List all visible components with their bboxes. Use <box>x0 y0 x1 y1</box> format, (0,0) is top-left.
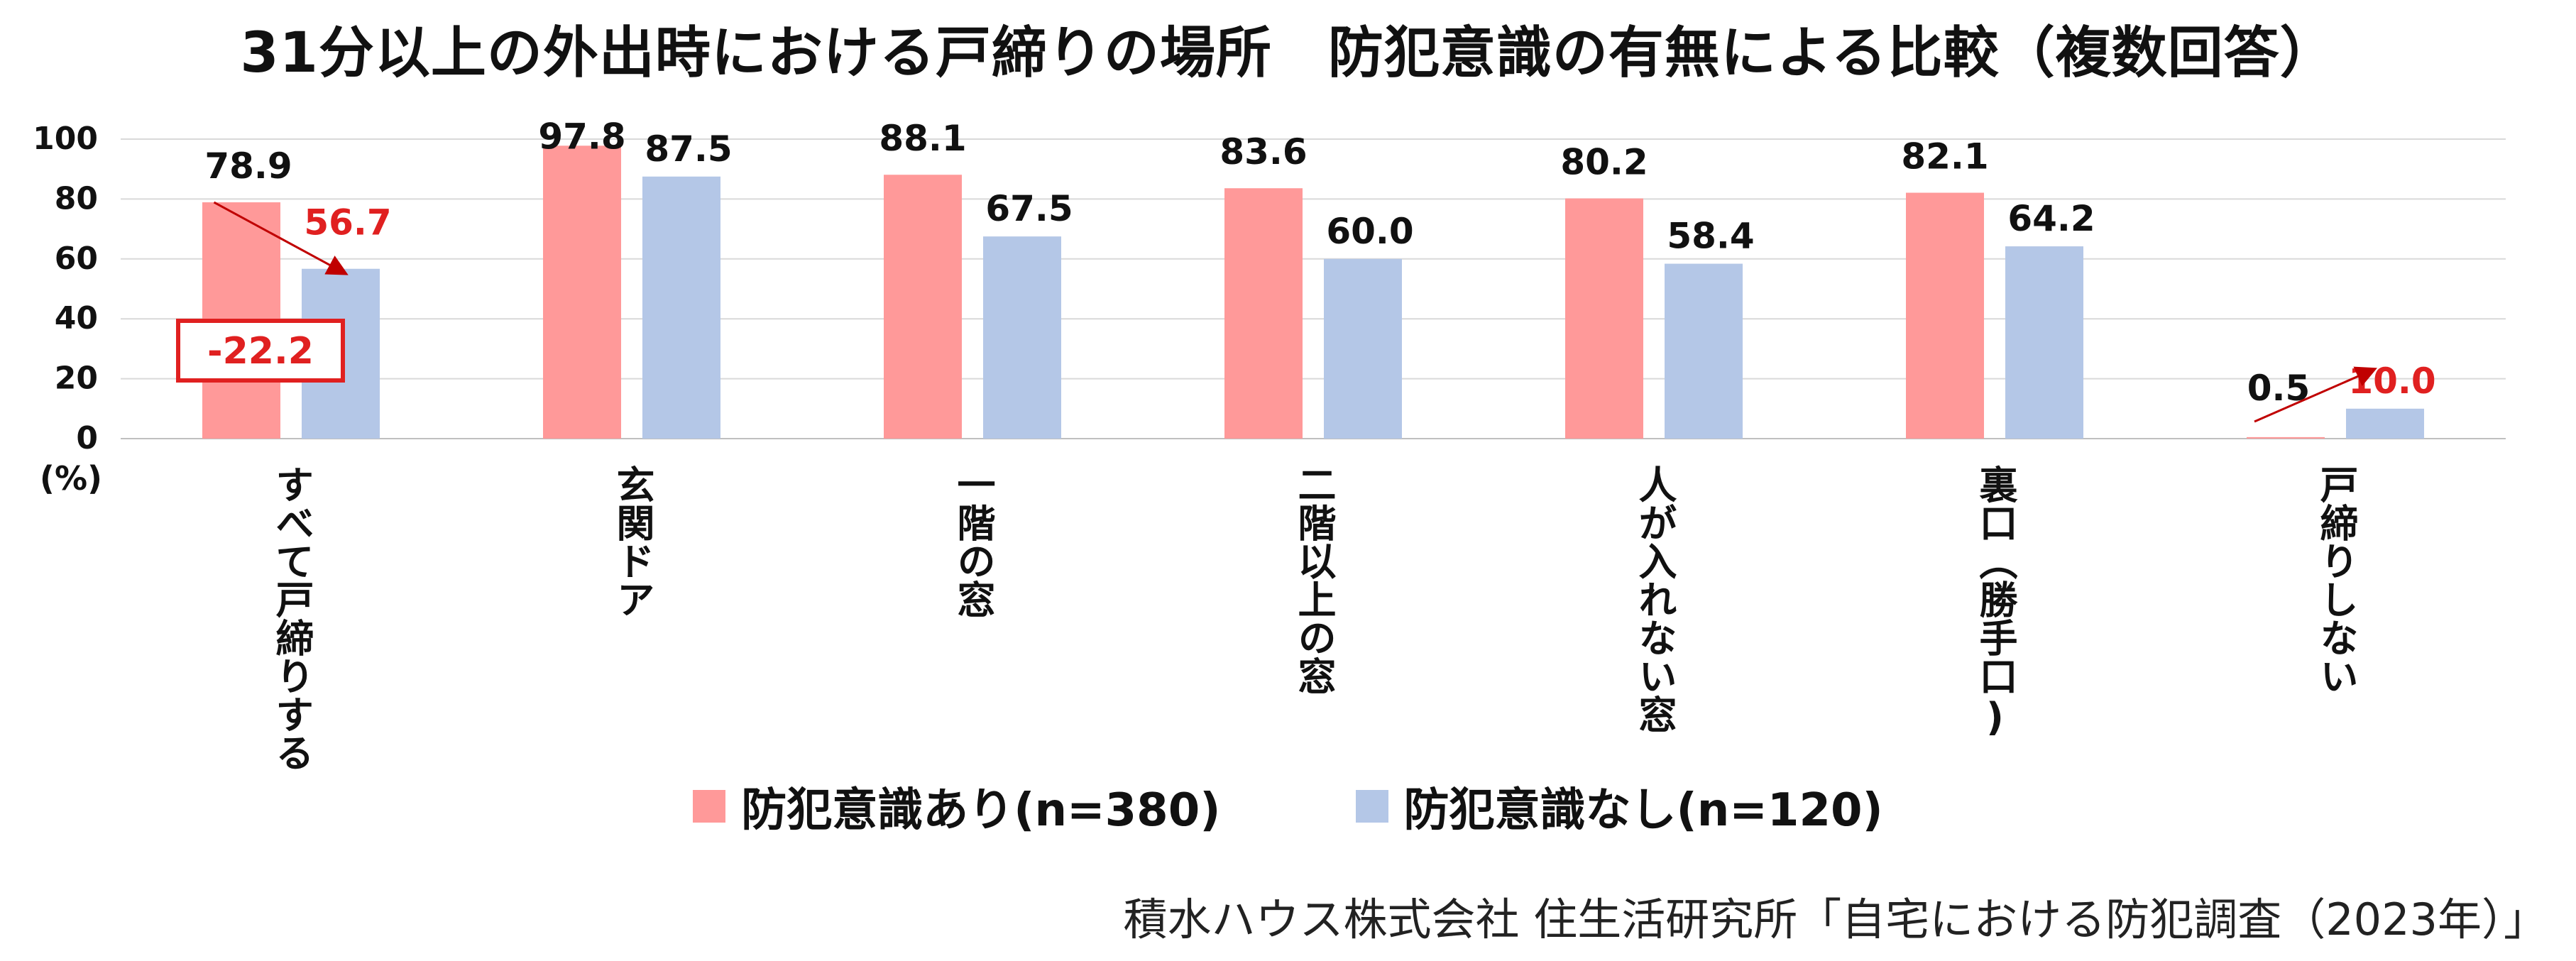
data-label: 58.4 <box>1667 216 1754 257</box>
data-label: 82.1 <box>1901 136 1988 177</box>
annotations: -22.2 <box>176 201 2377 423</box>
y-tick-label: 20 <box>55 361 98 397</box>
data-label: 80.2 <box>1560 142 1648 183</box>
category-label: 玄関ドア <box>610 465 654 618</box>
source-note: 積水ハウス株式会社 住生活研究所「自宅における防犯調査（2023年）」 <box>1123 894 2548 945</box>
data-label: 67.5 <box>985 188 1073 229</box>
legend-item-without-awareness: 防犯意識なし(n=120) <box>1355 774 1883 839</box>
data-labels: 78.997.8 88.1 83.6 80.2 82.10.556.787.567.56… <box>204 116 2435 409</box>
data-label: 56.7 <box>304 202 391 243</box>
change-arrow <box>2254 366 2377 423</box>
y-axis: 0 20 40 60 80 100 (%) <box>33 121 102 498</box>
y-tick-label: 100 <box>33 121 98 157</box>
category-label: 一階の窓 <box>950 465 995 618</box>
bar-with-awareness <box>884 175 962 439</box>
legend-swatch-without-awareness <box>1355 790 1388 823</box>
bar-with-awareness <box>1565 198 1643 439</box>
change-arrow <box>213 201 349 275</box>
legend-item-with-awareness: 防犯意識あり(n=380) <box>693 774 1221 839</box>
legend-label-with-awareness: 防犯意識あり(n=380) <box>741 784 1221 837</box>
bar-without-awareness <box>1324 258 1402 439</box>
bar-without-awareness <box>2346 408 2424 439</box>
y-axis-unit: (%) <box>40 459 102 498</box>
difference-box <box>176 319 345 383</box>
category-label: 二階以上の窓 <box>1291 465 1336 695</box>
category-label: 人が入れない窓 <box>1632 465 1677 733</box>
bar-without-awareness <box>2005 246 2083 439</box>
difference-label: -22.2 <box>207 330 314 373</box>
legend: 防犯意識あり(n=380) 防犯意識なし(n=120) <box>0 774 2576 839</box>
category-label: 戸締りしない <box>2313 465 2358 695</box>
data-label: 10.0 <box>2348 361 2435 402</box>
bar-with-awareness <box>1906 192 1984 439</box>
data-label: 97.8 <box>538 116 625 157</box>
data-label: 64.2 <box>2007 198 2095 239</box>
y-tick-label: 60 <box>55 241 98 277</box>
chart-title: 31分以上の外出時における戸締りの場所 防犯意識の有無による比較（複数回答） <box>240 21 2336 85</box>
gridlines <box>121 138 2506 439</box>
legend-label-without-awareness: 防犯意識なし(n=120) <box>1403 784 1883 837</box>
bar-with-awareness <box>2247 436 2325 439</box>
category-label: 裏口（勝手口) <box>1973 465 2017 740</box>
legend-swatch-with-awareness <box>693 790 726 823</box>
data-label: 88.1 <box>879 118 966 159</box>
y-tick-label: 80 <box>55 180 98 216</box>
y-tick-label: 0 <box>76 420 98 456</box>
bar-without-awareness <box>1665 263 1743 439</box>
bar-with-awareness <box>1224 188 1303 439</box>
data-label: 60.0 <box>1326 211 1413 252</box>
bar-without-awareness <box>642 176 720 439</box>
bar-without-awareness <box>983 236 1061 439</box>
category-label: すべて戸締りする <box>269 465 314 771</box>
bars <box>202 145 2424 439</box>
data-label: 83.6 <box>1220 131 1307 172</box>
data-label: 87.5 <box>645 128 732 170</box>
data-label: 78.9 <box>204 145 292 187</box>
bar-with-awareness <box>543 145 621 439</box>
y-tick-label: 40 <box>55 300 98 336</box>
